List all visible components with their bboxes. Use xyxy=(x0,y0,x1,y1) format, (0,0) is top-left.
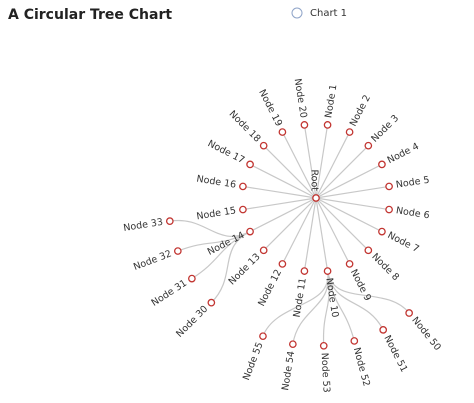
tree-node xyxy=(319,341,328,350)
link xyxy=(249,163,317,199)
tree-node xyxy=(300,267,309,275)
link xyxy=(322,270,330,346)
tree-node xyxy=(173,247,182,255)
tree-node xyxy=(288,340,297,349)
node-label: Node 3 xyxy=(369,113,401,145)
tree-node xyxy=(259,332,267,341)
node-label: Node 54 xyxy=(280,350,297,391)
node-label: Node 30 xyxy=(174,304,210,340)
tree-node xyxy=(165,217,174,226)
tree-node xyxy=(246,227,254,236)
node-label: Node 2 xyxy=(348,93,373,128)
tree-node xyxy=(378,227,386,236)
node-label: Node 20 xyxy=(292,78,309,119)
link xyxy=(191,231,251,280)
link xyxy=(242,185,317,199)
link xyxy=(281,131,317,199)
links xyxy=(169,124,410,346)
node-label: Node 53 xyxy=(319,352,332,392)
node-label: Node 16 xyxy=(196,174,237,191)
link xyxy=(292,270,329,345)
link xyxy=(303,197,317,272)
tree-node xyxy=(188,274,196,283)
node-label: Node 6 xyxy=(395,205,430,221)
link xyxy=(210,231,251,304)
tree-node xyxy=(385,205,393,214)
node-label: Root xyxy=(309,169,320,191)
node-label: Node 55 xyxy=(241,341,266,382)
node-label: Node 11 xyxy=(292,277,309,318)
node-label: Node 12 xyxy=(256,268,284,309)
link xyxy=(315,197,351,265)
node-label: Node 7 xyxy=(386,230,421,255)
tree-node xyxy=(350,337,359,345)
link xyxy=(315,124,329,199)
node-label: Node 4 xyxy=(386,141,421,166)
link xyxy=(315,197,383,233)
tree-node xyxy=(239,205,247,214)
link xyxy=(303,124,317,199)
legend-label[interactable]: Chart 1 xyxy=(310,8,347,19)
node-label: Node 9 xyxy=(348,268,373,303)
tree-node xyxy=(345,128,354,136)
node-label: Node 15 xyxy=(196,205,237,222)
tree-node xyxy=(207,298,216,307)
link xyxy=(262,270,329,337)
tree-node xyxy=(385,182,393,191)
link xyxy=(249,197,317,233)
link xyxy=(263,145,317,199)
tree-node xyxy=(364,246,373,255)
link xyxy=(315,185,390,199)
tree-node xyxy=(323,121,332,129)
node-label: Node 19 xyxy=(256,88,284,129)
node-label: Node 13 xyxy=(227,251,263,287)
link xyxy=(315,197,390,211)
tree-node xyxy=(278,128,287,136)
tree-node xyxy=(278,260,287,268)
root-node xyxy=(312,194,320,202)
tree-node xyxy=(405,309,413,317)
legend-icon[interactable] xyxy=(291,7,303,19)
node-label: Node 32 xyxy=(132,248,173,273)
link xyxy=(315,197,369,251)
node-label: Node 1 xyxy=(323,84,339,119)
node-label: Node 50 xyxy=(409,315,443,353)
tree-node xyxy=(379,326,388,334)
node-label: Node 18 xyxy=(227,109,263,145)
link xyxy=(315,145,369,199)
chart-title: A Circular Tree Chart xyxy=(8,7,172,23)
tree-node xyxy=(378,160,386,169)
link xyxy=(315,163,383,199)
legend[interactable]: Chart 1 xyxy=(291,7,347,19)
node-label: Node 31 xyxy=(150,278,189,309)
tree-node xyxy=(246,160,254,169)
link xyxy=(281,197,317,265)
tree-node xyxy=(345,260,354,268)
node-label: Node 8 xyxy=(369,251,401,283)
node-label: Node 5 xyxy=(395,175,430,191)
link xyxy=(177,231,251,252)
tree-node xyxy=(364,141,373,150)
node-label: Node 17 xyxy=(206,138,247,166)
node-label: Node 14 xyxy=(206,230,247,258)
tree-node xyxy=(259,246,268,255)
link xyxy=(315,131,351,199)
node-label: Node 33 xyxy=(123,217,164,234)
node-label: Node 51 xyxy=(381,334,409,375)
link xyxy=(315,197,329,272)
link xyxy=(169,219,251,237)
link xyxy=(326,270,410,314)
node-label: Node 52 xyxy=(351,346,372,387)
tree-node xyxy=(323,267,332,275)
tree-node xyxy=(300,121,309,129)
tree-node xyxy=(259,141,268,150)
link xyxy=(326,270,384,331)
link xyxy=(242,197,317,211)
link xyxy=(326,270,355,342)
tree-node xyxy=(239,182,247,191)
link xyxy=(263,197,317,251)
